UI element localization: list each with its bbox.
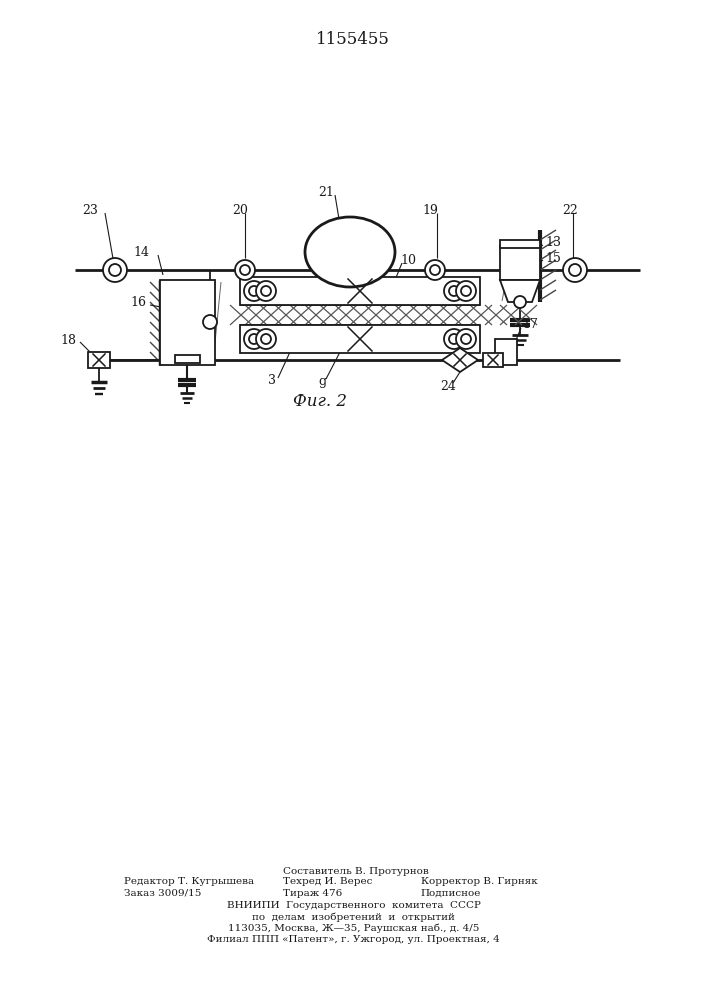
Circle shape xyxy=(240,265,250,275)
Circle shape xyxy=(103,258,127,282)
Circle shape xyxy=(261,334,271,344)
Ellipse shape xyxy=(305,217,395,287)
Bar xyxy=(160,280,215,365)
Text: g: g xyxy=(318,375,326,388)
Circle shape xyxy=(456,281,476,301)
Circle shape xyxy=(249,286,259,296)
Text: 20: 20 xyxy=(232,204,248,217)
Circle shape xyxy=(249,334,259,344)
Text: Фиг. 2: Фиг. 2 xyxy=(293,393,347,410)
Text: 24: 24 xyxy=(440,379,456,392)
Text: Редактор Т. Кугрышева: Редактор Т. Кугрышева xyxy=(124,878,254,886)
Text: Подписное: Подписное xyxy=(421,888,481,898)
Bar xyxy=(240,277,480,305)
Circle shape xyxy=(235,260,255,280)
Circle shape xyxy=(109,264,121,276)
Circle shape xyxy=(456,329,476,349)
Text: 14: 14 xyxy=(133,245,149,258)
Text: 21: 21 xyxy=(318,186,334,198)
Text: 1155455: 1155455 xyxy=(316,31,390,48)
Text: 13: 13 xyxy=(545,235,561,248)
Text: ВНИИПИ  Государственного  комитета  СССР: ВНИИПИ Государственного комитета СССР xyxy=(226,902,481,910)
Text: Филиал ППП «Патент», г. Ужгород, ул. Проектная, 4: Филиал ППП «Патент», г. Ужгород, ул. Про… xyxy=(207,934,500,944)
Bar xyxy=(88,352,110,368)
Text: 23: 23 xyxy=(82,204,98,217)
Circle shape xyxy=(244,281,264,301)
Circle shape xyxy=(444,329,464,349)
Bar xyxy=(175,355,200,363)
Circle shape xyxy=(461,286,471,296)
Circle shape xyxy=(449,334,459,344)
Text: 16: 16 xyxy=(130,296,146,310)
Circle shape xyxy=(514,296,526,308)
Bar xyxy=(500,245,540,280)
Circle shape xyxy=(461,334,471,344)
Circle shape xyxy=(256,329,276,349)
Bar xyxy=(500,240,540,248)
Text: по  делам  изобретений  и  открытий: по делам изобретений и открытий xyxy=(252,912,455,922)
Polygon shape xyxy=(442,348,478,372)
Text: Тираж 476: Тираж 476 xyxy=(283,888,342,898)
Circle shape xyxy=(261,286,271,296)
Circle shape xyxy=(430,265,440,275)
Circle shape xyxy=(569,264,581,276)
Bar xyxy=(495,339,517,365)
Text: 15: 15 xyxy=(545,251,561,264)
Text: Техред И. Верес: Техред И. Верес xyxy=(283,878,372,886)
Circle shape xyxy=(449,286,459,296)
Text: Составитель В. Протурнов: Составитель В. Протурнов xyxy=(283,867,428,876)
Circle shape xyxy=(444,281,464,301)
Polygon shape xyxy=(500,280,540,302)
Bar xyxy=(483,353,503,367)
Circle shape xyxy=(203,315,217,329)
Circle shape xyxy=(563,258,587,282)
Circle shape xyxy=(256,281,276,301)
Text: 10: 10 xyxy=(400,253,416,266)
Text: 19: 19 xyxy=(422,204,438,217)
Bar xyxy=(240,325,480,353)
Circle shape xyxy=(425,260,445,280)
Text: 18: 18 xyxy=(60,334,76,347)
Text: 113035, Москва, Ж—35, Раушская наб., д. 4/5: 113035, Москва, Ж—35, Раушская наб., д. … xyxy=(228,923,479,933)
Text: Корректор В. Гирняк: Корректор В. Гирняк xyxy=(421,878,537,886)
Circle shape xyxy=(244,329,264,349)
Text: 17: 17 xyxy=(522,318,538,332)
Text: 3: 3 xyxy=(268,373,276,386)
Text: Заказ 3009/15: Заказ 3009/15 xyxy=(124,888,201,898)
Text: 22: 22 xyxy=(562,204,578,217)
